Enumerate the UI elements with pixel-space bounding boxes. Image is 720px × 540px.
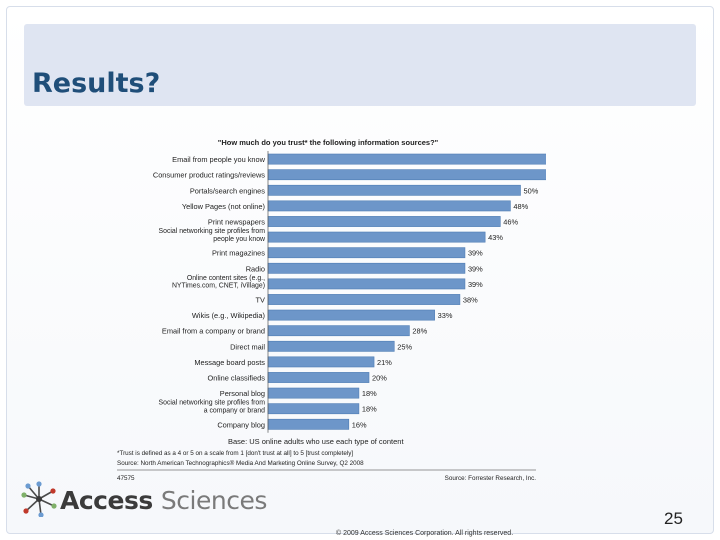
value-label: 38% [463, 296, 478, 305]
value-label: 39% [468, 249, 483, 258]
title-band [24, 24, 696, 106]
bars-layer: Email from people you know77%Consumer pr… [153, 151, 546, 433]
category-label: Company blog [217, 420, 265, 429]
value-label: 21% [377, 358, 392, 367]
category-label: TV [256, 296, 266, 305]
trust-bar [267, 387, 360, 399]
copyright-notice: © 2009 Access Sciences Corporation. All … [336, 530, 514, 537]
category-label: people you know [213, 236, 265, 243]
page-number: 25 [664, 509, 683, 528]
category-label: Online content sites (e.g., [187, 275, 265, 282]
logo-wordmark: Access Sciences [60, 486, 267, 515]
category-label: Online classifieds [207, 374, 265, 383]
starburst-logo-icon [21, 481, 57, 518]
category-label: NYTimes.com, CNET, iVillage) [172, 283, 265, 290]
category-label: Email from people you know [172, 155, 266, 164]
source-credit: Source: Forrester Research, Inc. [445, 475, 537, 482]
value-label: 20% [372, 374, 387, 383]
category-label: Email from a company or brand [162, 327, 265, 336]
trust-bar [267, 356, 375, 368]
logo-word-sciences: Sciences [160, 486, 267, 515]
trust-bar [267, 403, 360, 415]
category-label: Direct mail [230, 342, 265, 351]
category-label: Portals/search engines [190, 186, 265, 195]
category-label: Consumer product ratings/reviews [153, 171, 265, 180]
value-label: 48% [513, 202, 528, 211]
access-sciences-logo: Access Sciences [20, 481, 267, 518]
category-label: a company or brand [204, 407, 265, 414]
trust-bar [267, 216, 501, 227]
footnote-trust: *Trust is defined as a 4 or 5 on a scale… [117, 450, 353, 457]
trust-bar [267, 231, 486, 243]
value-label: 33% [438, 311, 453, 320]
category-label: Print magazines [212, 249, 265, 258]
category-label: Social networking site profiles from [159, 400, 266, 407]
trust-bar [267, 418, 350, 430]
trust-bar [267, 169, 546, 181]
category-label: Yellow Pages (not online) [182, 202, 265, 211]
value-label: 50% [524, 186, 539, 195]
trust-bar [267, 325, 410, 337]
value-label: 43% [488, 233, 503, 242]
trust-bar [267, 372, 370, 383]
base-note: Base: US online adults who use each type… [228, 437, 404, 446]
category-label: Message board posts [194, 358, 265, 367]
category-label: Print newspapers [208, 218, 265, 227]
trust-bar [267, 184, 521, 196]
value-label: 39% [468, 264, 483, 273]
category-label: Radio [246, 264, 265, 273]
slide-title: Results? [32, 68, 161, 99]
footnote-source: Source: North American Technographics® M… [117, 459, 364, 467]
logo-word-access: Access [60, 486, 153, 515]
chart-svg: "How much do you trust* the following in… [117, 138, 546, 482]
trust-bar [267, 294, 461, 305]
value-label: 18% [362, 405, 377, 414]
trust-bar [267, 340, 395, 352]
category-label: Social networking site profiles from [159, 228, 266, 235]
value-label: 18% [362, 389, 377, 398]
category-label: Wikis (e.g., Wikipedia) [192, 311, 265, 320]
value-label: 39% [468, 280, 483, 289]
chart-title: "How much do you trust* the following in… [218, 138, 439, 147]
trust-bar [267, 200, 511, 212]
value-label: 28% [412, 327, 427, 336]
value-label: 16% [352, 420, 367, 429]
figure-id: 47575 [117, 475, 135, 482]
trust-chart: "How much do you trust* the following in… [116, 130, 546, 486]
trust-bar [267, 153, 546, 165]
value-label: 46% [503, 218, 518, 227]
trust-bar [267, 309, 435, 321]
value-label: 25% [397, 342, 412, 351]
trust-bar [267, 262, 466, 274]
category-label: Personal blog [220, 389, 265, 398]
trust-bar [267, 247, 466, 259]
trust-bar [267, 278, 466, 290]
